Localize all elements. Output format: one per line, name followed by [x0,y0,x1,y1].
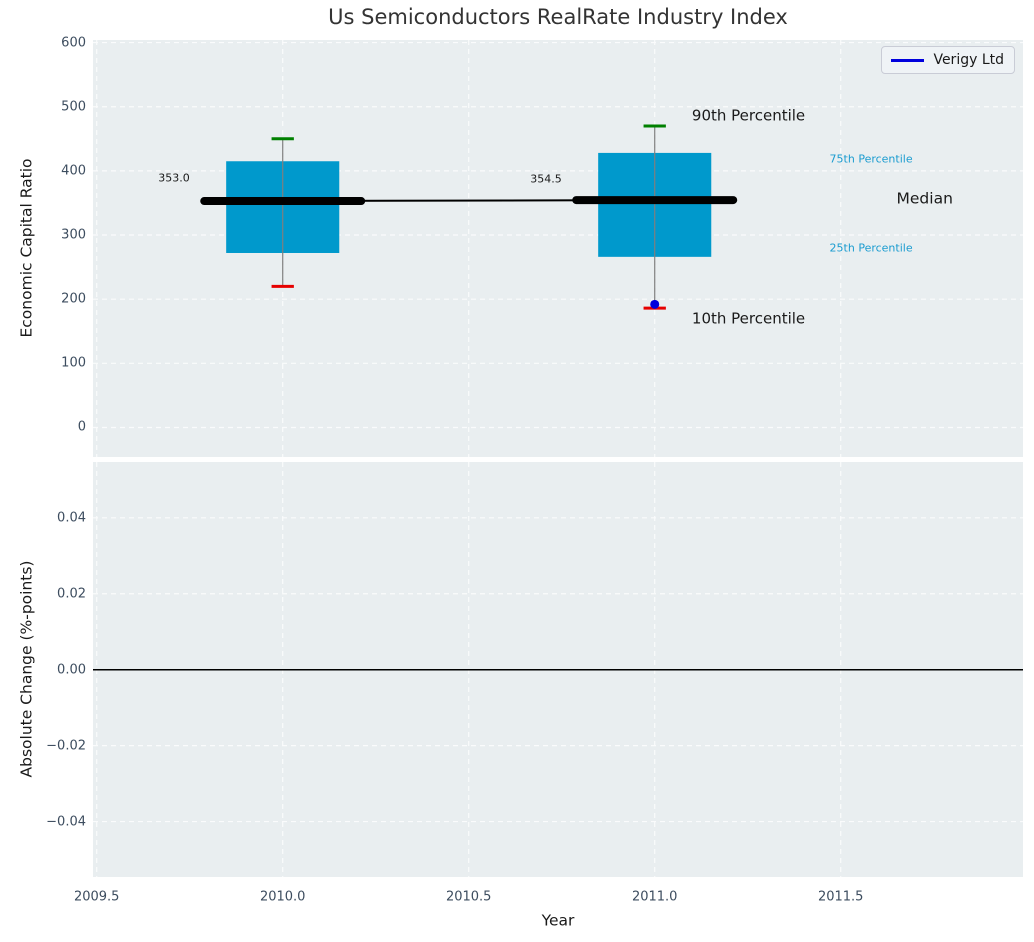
xtick-2009.5: 2009.5 [73,889,120,905]
xtick-2010.0: 2010.0 [259,889,306,905]
ytick-bottom-0.04: 0.04 [57,510,86,526]
xtick-2010.5: 2010.5 [445,889,492,905]
top-axes: Verigy Ltd 353.0 354.5 90th Percentile 10th… [93,40,1023,457]
xtick-2011.0: 2011.0 [631,889,678,905]
legend: Verigy Ltd [881,46,1015,74]
legend-line-verigy [891,58,925,62]
bottom-axes [93,462,1023,877]
ytick-top-300: 300 [61,227,86,243]
ytick-top-400: 400 [61,163,86,179]
y-axis-label-bottom: Absolute Change (%-points) [17,560,36,778]
ytick-top-600: 600 [61,35,86,51]
chart-title: Us Semiconductors RealRate Industry Inde… [328,5,788,29]
median-value-2011: 354.5 [530,172,562,186]
xtick-2011.5: 2011.5 [817,889,864,905]
label-median: Median [896,189,953,208]
label-10th-percentile: 10th Percentile [691,309,806,328]
y-axis-label-top: Economic Capital Ratio [17,158,36,338]
bottom-plot-canvas [93,462,1023,877]
label-75th-percentile: 75th Percentile [829,152,913,166]
legend-label-verigy: Verigy Ltd [933,52,1004,68]
ytick-top-0: 0 [77,419,86,435]
median-value-2010: 353.0 [158,171,190,185]
ytick-bottom-−0.02: −0.02 [46,738,86,754]
label-90th-percentile: 90th Percentile [691,106,806,125]
ytick-top-500: 500 [61,99,86,115]
ytick-bottom-0.02: 0.02 [57,586,86,602]
label-25th-percentile: 25th Percentile [829,241,913,255]
point-verigy-ltd [650,299,660,309]
ytick-bottom-0.00: 0.00 [57,662,86,678]
x-axis-label: Year [541,911,575,930]
top-plot-canvas [93,40,1023,457]
ytick-top-100: 100 [61,355,86,371]
ytick-top-200: 200 [61,291,86,307]
ytick-bottom-−0.04: −0.04 [46,814,86,830]
